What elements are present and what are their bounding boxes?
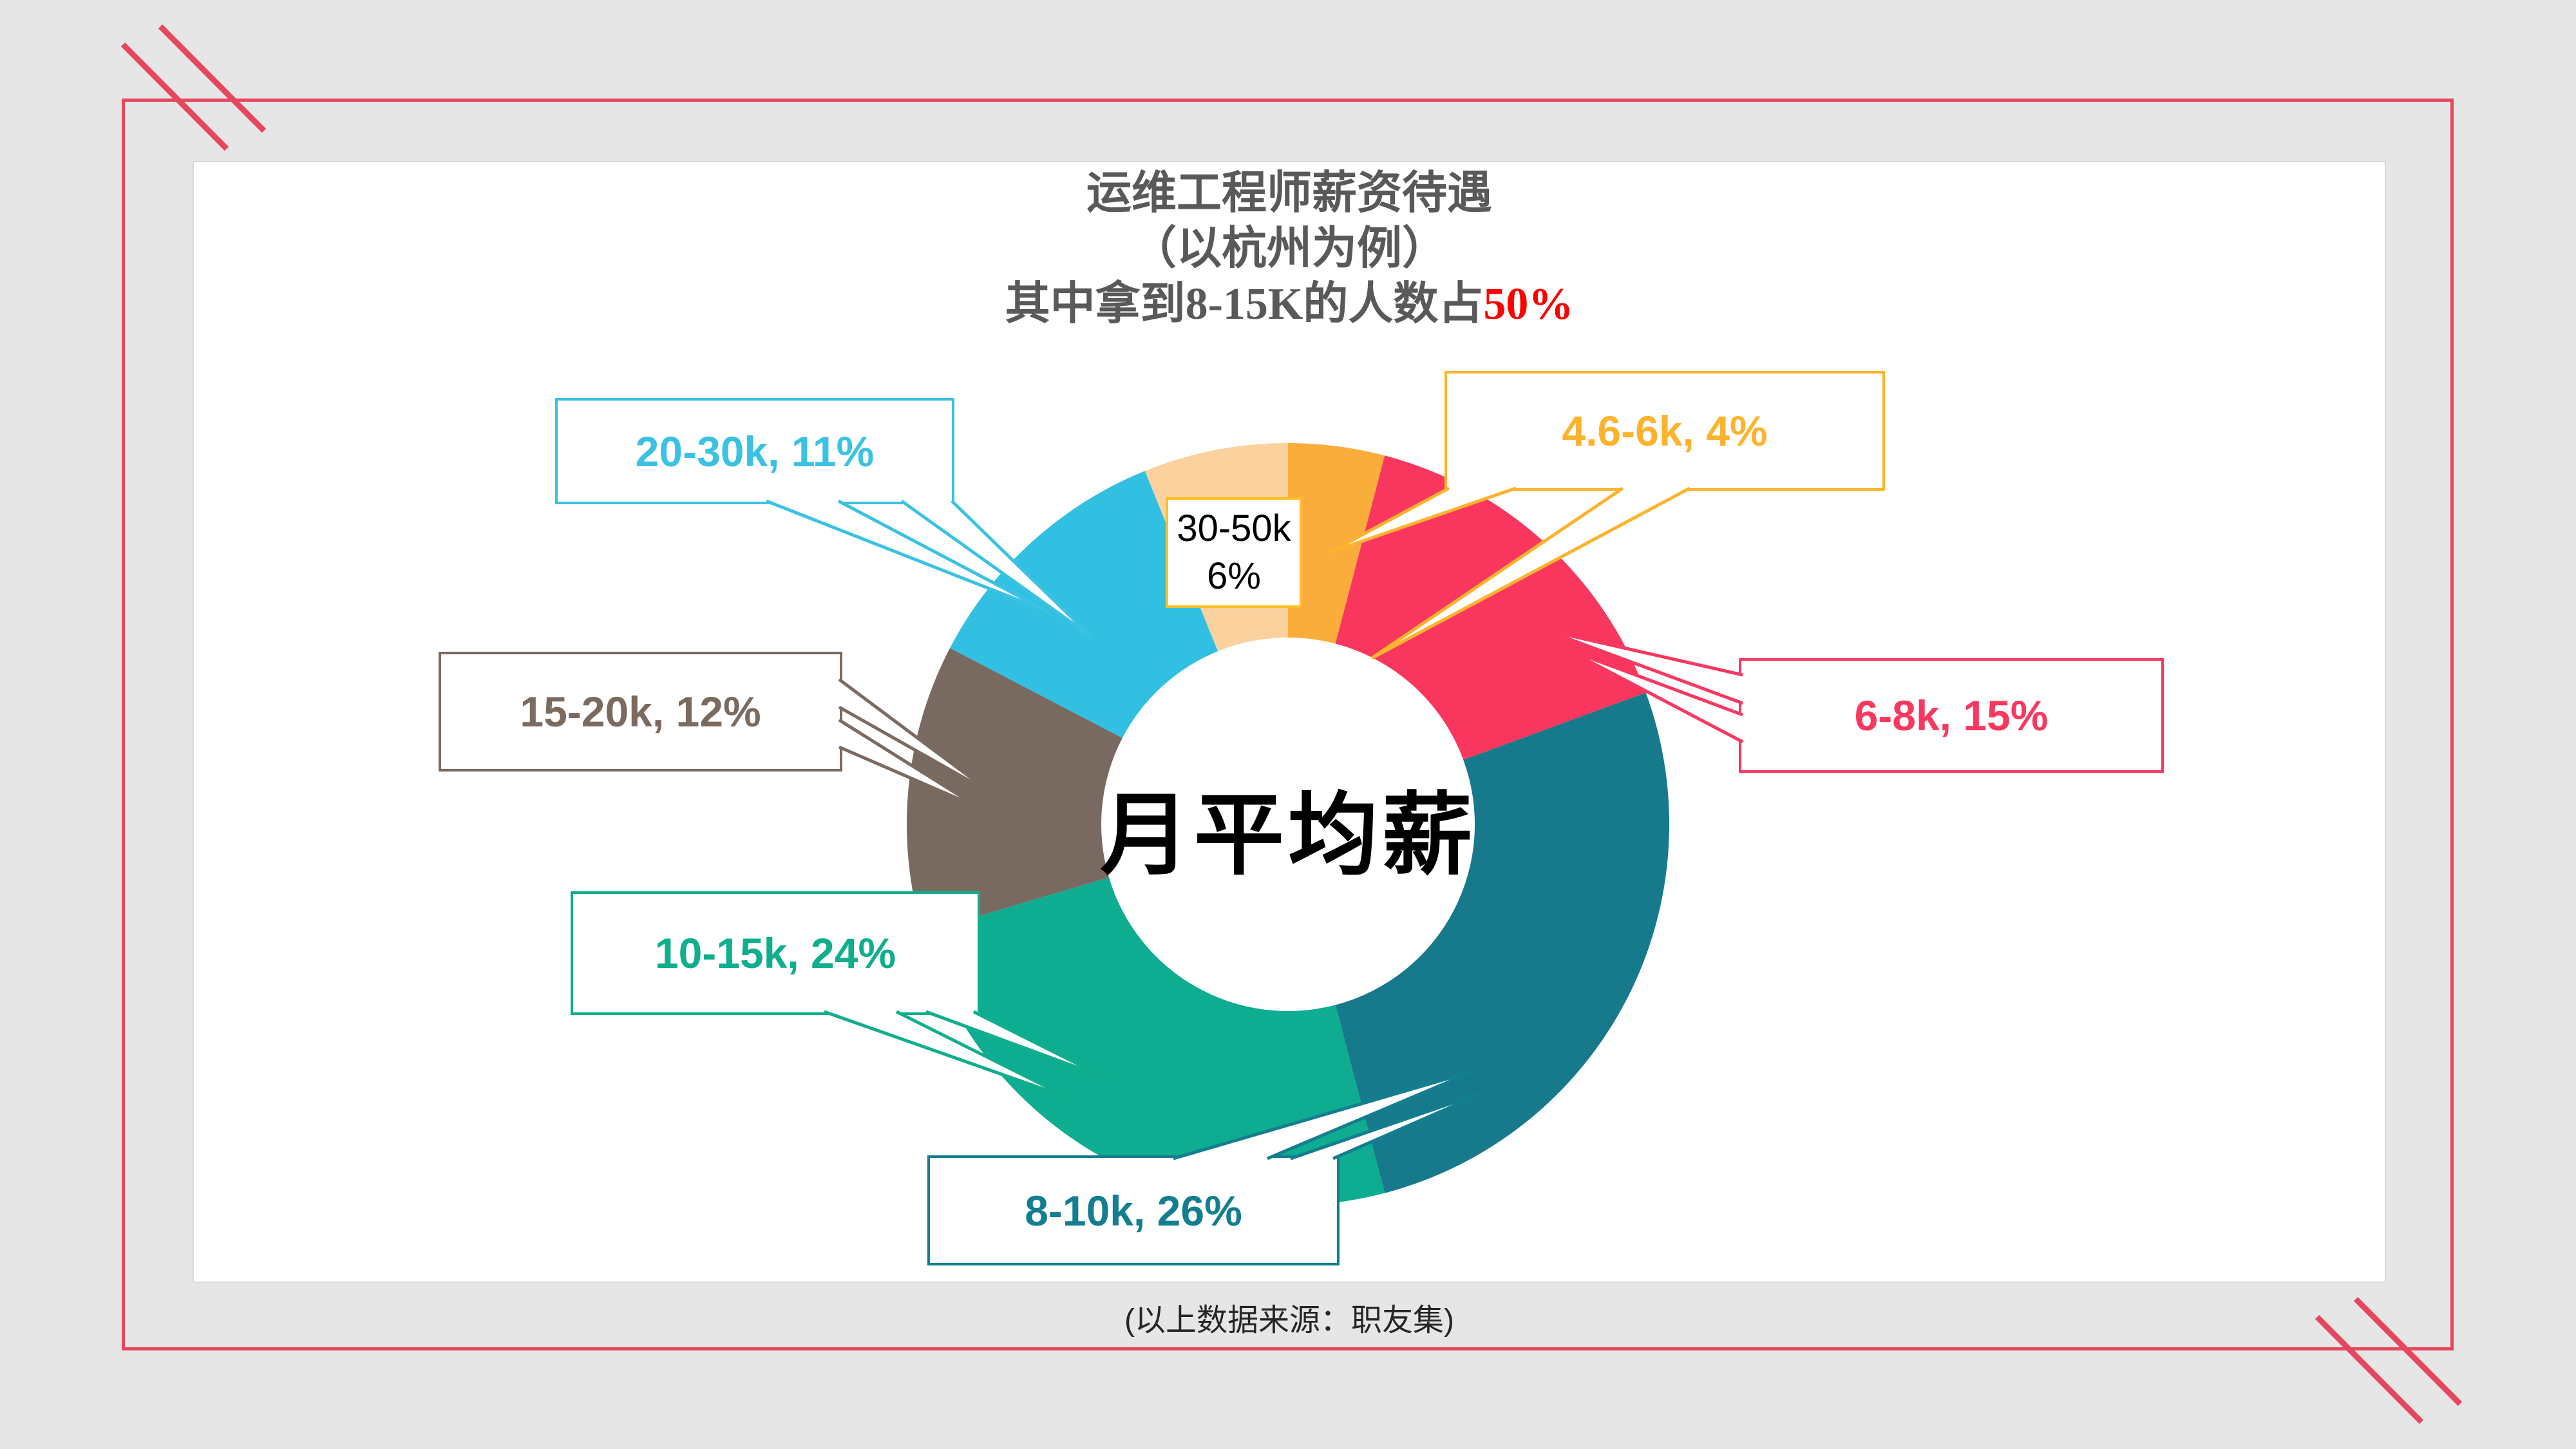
decorative-frame <box>122 99 2454 1350</box>
callout-6-8k: 6-8k, 15% <box>1739 658 2164 773</box>
chart-title-line1: 运维工程师薪资待遇 <box>1086 169 1492 218</box>
chart-title-line3-text: 其中拿到8-15K的人数占 <box>1005 279 1484 329</box>
callout-20-30k: 20-30k, 11% <box>555 398 954 504</box>
callout-10-15k-label: 10-15k, 24% <box>654 929 896 977</box>
chart-title: 运维工程师薪资待遇 （以杭州为例） 其中拿到8-15K的人数占50% <box>193 166 2386 332</box>
callout-4.6-6k-label: 4.6-6k, 4% <box>1562 407 1768 455</box>
callout-15-20k: 15-20k, 12% <box>439 652 842 772</box>
donut-center-label: 月平均薪 <box>1099 786 1476 886</box>
data-source-note: (以上数据来源：职友集) <box>1124 1303 1454 1338</box>
callout-30-50k-percent: 6% <box>1207 555 1261 597</box>
callout-15-20k-label: 15-20k, 12% <box>520 688 761 735</box>
callout-20-30k-label: 20-30k, 11% <box>635 427 875 475</box>
callout-8-10k: 8-10k, 26% <box>927 1155 1340 1265</box>
callout-10-15k: 10-15k, 24% <box>571 891 980 1015</box>
callout-4.6-6k: 4.6-6k, 4% <box>1444 371 1885 491</box>
chart-title-line2: （以杭州为例） <box>1132 224 1447 274</box>
chart-title-highlight: 50% <box>1483 279 1574 329</box>
callout-6-8k-label: 6-8k, 15% <box>1854 692 2049 739</box>
callout-30-50k: 30-50k 6% <box>1166 497 1302 608</box>
chart-title-line3: 其中拿到8-15K的人数占50% <box>193 277 2386 332</box>
callout-8-10k-label: 8-10k, 26% <box>1025 1186 1242 1235</box>
pie-slice-8-10k <box>1335 692 1670 1193</box>
callout-30-50k-label: 30-50k <box>1177 507 1291 549</box>
